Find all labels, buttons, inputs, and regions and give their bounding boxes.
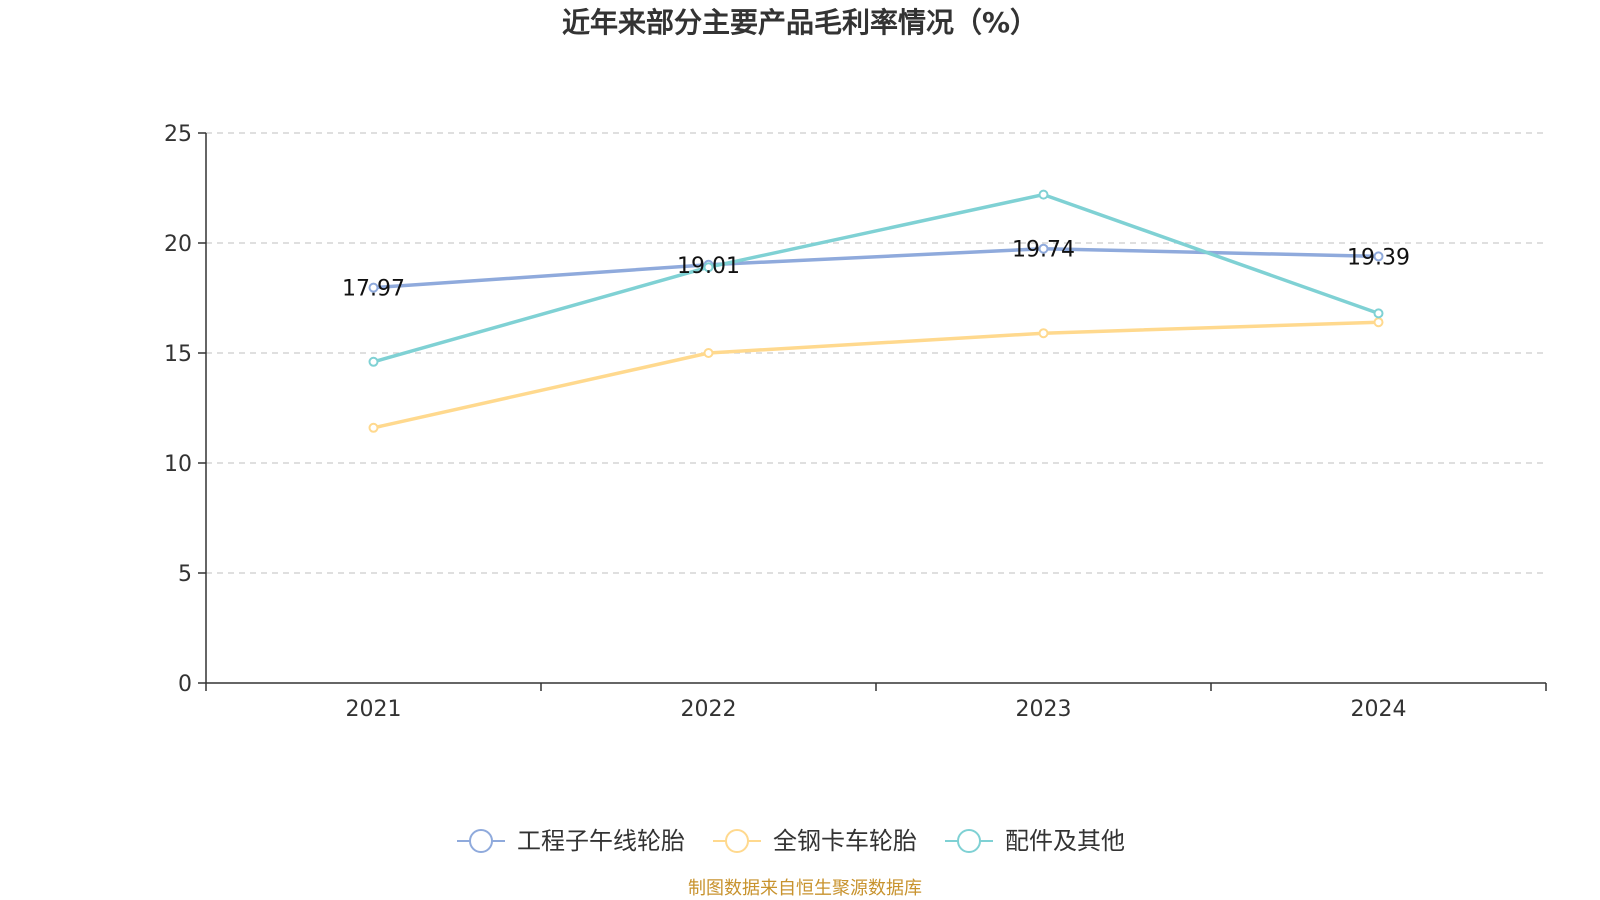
legend-item[interactable]: 全钢卡车轮胎 (713, 827, 917, 855)
legend-label: 工程子午线轮胎 (517, 827, 685, 855)
series-line (373, 246, 1379, 290)
legend-marker (957, 829, 981, 853)
y-tick-labels: 0 5 10 15 20 25 (164, 122, 206, 697)
y-tick-label: 10 (164, 452, 192, 477)
y-tick-label: 5 (178, 562, 192, 587)
data-point (1038, 189, 1049, 200)
data-point (1373, 308, 1384, 319)
data-point (368, 282, 379, 293)
data-labels: 17.97 19.01 19.74 19.39 (342, 238, 1410, 302)
series-line (373, 192, 1380, 364)
x-tick-labels: 2021 2022 2023 2024 (205, 683, 1547, 722)
x-tick-label: 2024 (1351, 697, 1407, 722)
axes (205, 133, 1546, 684)
legend-label: 配件及其他 (1005, 827, 1125, 855)
legend-marker (469, 829, 493, 853)
data-point (703, 348, 714, 358)
legend-item[interactable]: 配件及其他 (945, 827, 1125, 855)
legend-item[interactable]: 工程子午线轮胎 (457, 827, 685, 855)
data-point (1373, 317, 1384, 328)
y-tick-label: 15 (164, 342, 192, 367)
y-tick-label: 20 (164, 232, 192, 257)
series-lines (368, 189, 1384, 433)
x-tick-label: 2021 (346, 697, 402, 722)
legend-marker (725, 829, 749, 853)
data-point (1373, 251, 1384, 262)
legend-label: 全钢卡车轮胎 (773, 827, 917, 855)
series-line (373, 320, 1379, 430)
y-tick-label: 0 (178, 672, 192, 697)
data-label: 19.39 (1347, 245, 1410, 270)
y-tick-label: 25 (164, 122, 192, 147)
x-tick-label: 2022 (681, 697, 737, 722)
data-label: 17.97 (342, 277, 405, 302)
data-point (703, 262, 714, 273)
data-point (1038, 328, 1049, 339)
grid-lines (206, 132, 1546, 574)
data-label: 19.74 (1012, 238, 1075, 263)
data-point (368, 422, 379, 433)
x-tick-label: 2023 (1016, 697, 1072, 722)
chart-title: 近年来部分主要产品毛利率情况（%） (562, 6, 1038, 39)
source-note: 制图数据来自恒生聚源数据库 (688, 878, 922, 899)
legend: 工程子午线轮胎 全钢卡车轮胎 配件及其他 (457, 827, 1125, 855)
data-point (368, 356, 379, 367)
data-label: 19.01 (677, 254, 740, 279)
data-point (1038, 243, 1049, 254)
